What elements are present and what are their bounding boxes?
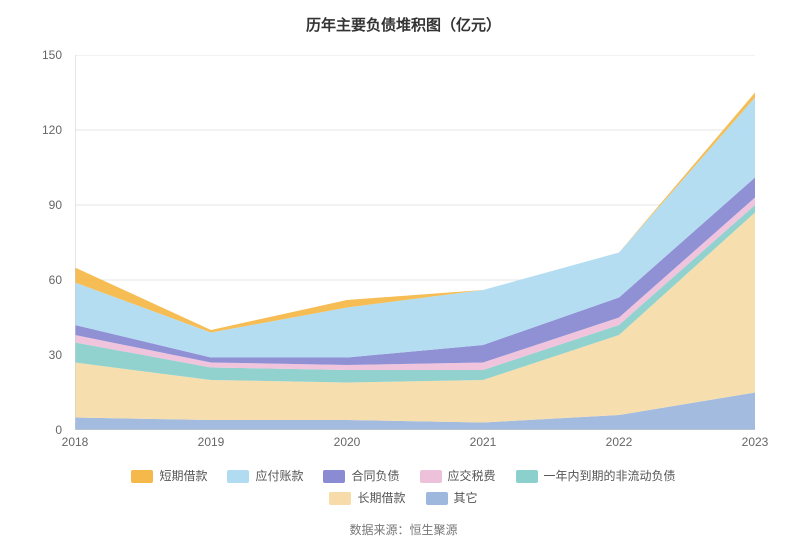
data-source: 数据来源：恒生聚源	[0, 521, 807, 538]
legend-item[interactable]: 应交税费	[420, 465, 496, 487]
y-axis: 0306090120150	[0, 55, 70, 430]
legend-swatch	[323, 470, 345, 483]
x-tick-label: 2019	[198, 435, 225, 449]
legend-swatch	[227, 470, 249, 483]
y-tick-label: 120	[42, 123, 62, 137]
legend-label: 一年内到期的非流动负债	[544, 465, 676, 487]
legend-item[interactable]: 应付账款	[227, 465, 303, 487]
x-tick-label: 2020	[334, 435, 361, 449]
legend-label: 其它	[454, 487, 478, 509]
legend-item[interactable]: 其它	[426, 487, 478, 509]
y-tick-label: 30	[49, 348, 62, 362]
legend-swatch	[426, 492, 448, 505]
x-tick-label: 2018	[62, 435, 89, 449]
y-tick-label: 150	[42, 48, 62, 62]
x-axis: 201820192020202120222023	[75, 435, 755, 455]
legend-label: 长期借款	[357, 487, 405, 509]
legend-row: 短期借款 应付账款 合同负债 应交税费 一年内到期的非流动负债	[0, 465, 807, 487]
y-tick-label: 60	[49, 273, 62, 287]
x-tick-label: 2021	[470, 435, 497, 449]
legend-item[interactable]: 短期借款	[131, 465, 207, 487]
legend-item[interactable]: 长期借款	[329, 487, 405, 509]
chart-title: 历年主要负债堆积图（亿元）	[0, 0, 807, 35]
plot-area	[75, 55, 755, 430]
legend-label: 合同负债	[351, 465, 399, 487]
chart-container: 历年主要负债堆积图（亿元） 0306090120150 201820192020…	[0, 0, 807, 546]
x-tick-label: 2022	[606, 435, 633, 449]
legend-swatch	[131, 470, 153, 483]
legend-swatch	[420, 470, 442, 483]
legend-item[interactable]: 一年内到期的非流动负债	[516, 465, 676, 487]
stacked-area-svg	[75, 55, 755, 430]
x-tick-label: 2023	[742, 435, 769, 449]
legend-label: 应交税费	[448, 465, 496, 487]
legend-swatch	[329, 492, 351, 505]
legend-swatch	[516, 470, 538, 483]
legend-label: 短期借款	[159, 465, 207, 487]
y-tick-label: 90	[49, 198, 62, 212]
legend-item[interactable]: 合同负债	[323, 465, 399, 487]
legend-row: 长期借款 其它	[0, 487, 807, 509]
legend: 短期借款 应付账款 合同负债 应交税费 一年内到期的非流动负债长期借款 其它	[0, 465, 807, 509]
legend-label: 应付账款	[255, 465, 303, 487]
